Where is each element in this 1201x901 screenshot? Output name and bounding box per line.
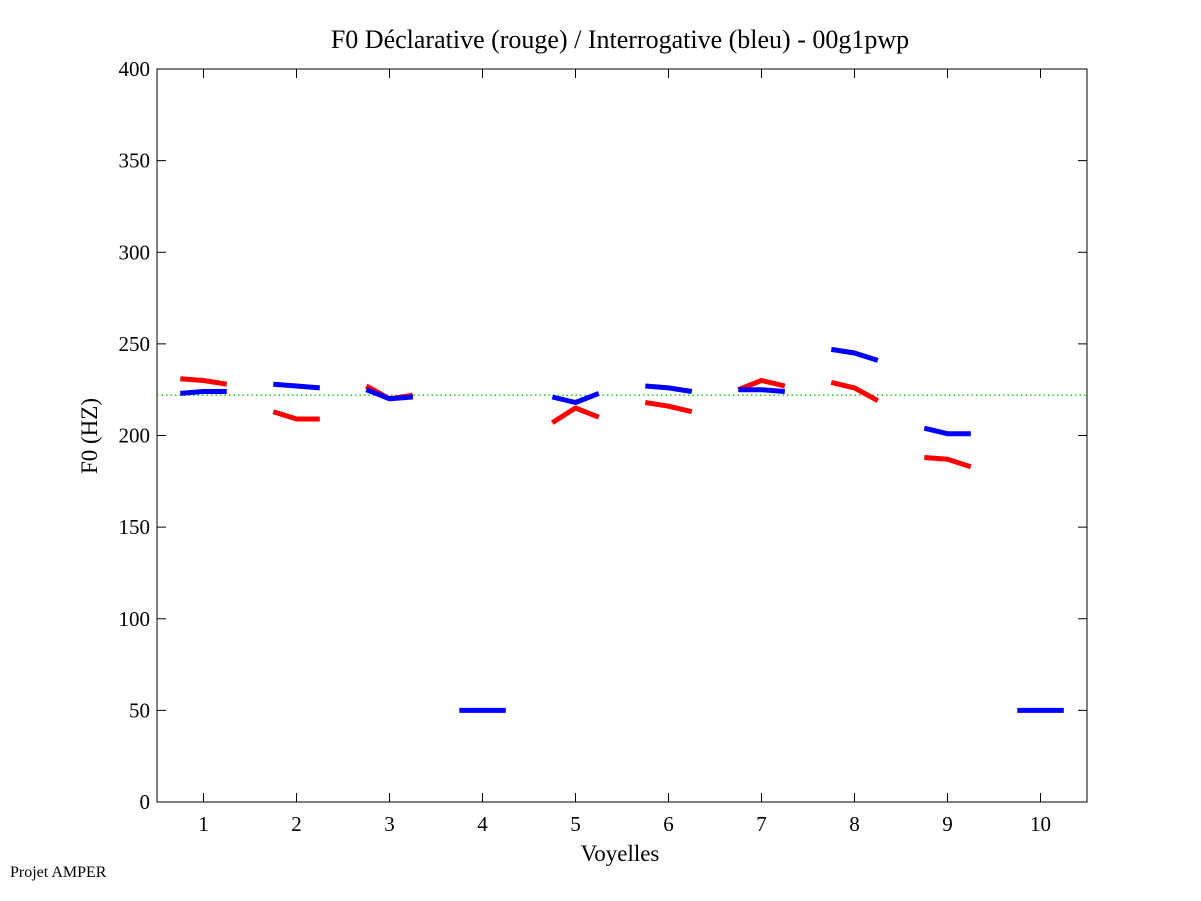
series-0-segment-vowel-1: [180, 376, 228, 387]
series-1-segment-vowel-2: [273, 381, 321, 391]
series-1-segment-vowel-1: [180, 389, 227, 396]
x-axis-label: Voyelles: [581, 841, 660, 866]
x-tick-label: 4: [477, 812, 488, 836]
series-1-segment-vowel-5: [551, 391, 600, 405]
series-1-segment-vowel-6: [645, 383, 693, 394]
x-tick-label: 6: [663, 812, 674, 836]
series-0-segment-vowel-2: [272, 409, 320, 422]
series-1: [180, 346, 1064, 713]
series-1-segment-vowel-3: [365, 387, 413, 402]
series-1-segment-vowel-9: [923, 425, 971, 437]
x-tick-label: 5: [570, 812, 581, 836]
series-0-segment-vowel-8: [830, 379, 880, 403]
x-tick-label: 10: [1030, 812, 1051, 836]
y-axis: 0 50 100 150 200 250 300 350 400: [119, 57, 1087, 814]
series-marks: [180, 346, 1064, 713]
series-0: [180, 376, 972, 470]
y-tick-label: 200: [119, 424, 151, 448]
y-tick-label: 50: [129, 698, 150, 722]
x-tick-label: 8: [849, 812, 860, 836]
x-tick-label: 1: [198, 812, 209, 836]
x-tick-label: 7: [756, 812, 767, 836]
series-0-segment-vowel-7: [737, 378, 786, 393]
y-tick-label: 250: [119, 332, 151, 356]
y-tick-label: 300: [119, 240, 151, 264]
y-tick-label: 100: [119, 607, 151, 631]
y-axis-label: F0 (HZ): [77, 398, 102, 474]
x-tick-label: 3: [384, 812, 395, 836]
x-axis: 1 2 3 4 5 6 7 8 9 10: [198, 69, 1051, 836]
series-0-segment-vowel-5: [550, 405, 600, 425]
chart-title: F0 Déclarative (rouge) / Interrogative (…: [331, 25, 909, 54]
x-tick-label: 2: [291, 812, 302, 836]
series-1-segment-vowel-7: [738, 387, 785, 394]
series-1-segment-vowel-8: [830, 346, 879, 363]
y-tick-label: 350: [119, 149, 151, 173]
series-0-segment-vowel-9: [924, 455, 972, 470]
y-tick-label: 400: [119, 57, 151, 81]
footer-credit: Projet AMPER: [10, 864, 107, 881]
y-tick-label: 0: [140, 790, 151, 814]
series-0-segment-vowel-6: [644, 400, 693, 415]
x-tick-label: 9: [942, 812, 953, 836]
y-tick-label: 150: [119, 515, 151, 539]
